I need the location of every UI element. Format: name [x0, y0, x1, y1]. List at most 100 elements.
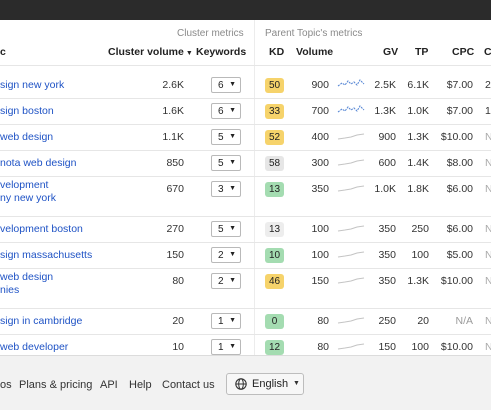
- keywords-count-select[interactable]: 3 ▼: [211, 181, 241, 197]
- keyword-link[interactable]: velopment boston: [0, 223, 83, 236]
- keyword-link[interactable]: nota web design: [0, 157, 76, 170]
- keyword-link[interactable]: web developer: [0, 341, 68, 354]
- volume-trend-sparkline: [337, 343, 365, 350]
- gv-value: 900: [378, 131, 396, 143]
- header-gv[interactable]: GV: [383, 46, 399, 58]
- language-label: English: [252, 378, 289, 390]
- gv-value: 350: [378, 249, 396, 261]
- tp-value: 1.3K: [407, 131, 429, 143]
- volume-trend-sparkline: [337, 79, 365, 87]
- chevron-down-icon: ▼: [229, 107, 236, 114]
- cpc-value: $6.00: [446, 183, 473, 195]
- cpc-value: $7.00: [446, 79, 473, 91]
- footer-link-help[interactable]: Help: [129, 379, 152, 391]
- header-keyword[interactable]: c: [0, 46, 6, 58]
- header-cut-off[interactable]: C: [484, 46, 491, 58]
- tp-value: 100: [411, 249, 429, 261]
- language-selector[interactable]: English ▼: [226, 373, 304, 395]
- keyword-link[interactable]: velopment ny new york: [0, 179, 56, 205]
- volume-trend-sparkline: [337, 225, 365, 232]
- header-cluster-volume[interactable]: Cluster volume ▼: [108, 46, 193, 58]
- table-row: velopment boston 270 5 ▼ 13 100 350 250 $6.00 N: [0, 216, 491, 243]
- keyword-line-1: web design: [0, 131, 54, 143]
- kd-badge: 58: [265, 156, 284, 171]
- cluster-volume-value: 20: [172, 315, 184, 327]
- cluster-volume-value: 2.6K: [162, 79, 184, 91]
- gv-value: 2.5K: [374, 79, 396, 91]
- keyword-link[interactable]: sign in cambridge: [0, 315, 82, 328]
- volume-trend-sparkline: [337, 185, 365, 192]
- top-dark-bar: [0, 0, 491, 20]
- cut-off-column-value: N: [485, 223, 491, 235]
- keyword-line-1: sign new york: [0, 79, 65, 91]
- row-divider: [0, 242, 491, 243]
- kd-badge: 52: [265, 130, 284, 145]
- header-volume[interactable]: Volume: [296, 46, 334, 58]
- keyword-link[interactable]: sign boston: [0, 105, 54, 118]
- keyword-link[interactable]: web design: [0, 131, 53, 144]
- keywords-count-select[interactable]: 1 ▼: [211, 313, 241, 329]
- volume-value: 350: [311, 183, 329, 195]
- tp-value: 20: [417, 315, 429, 327]
- keywords-count-select[interactable]: 5 ▼: [211, 155, 241, 171]
- volume-trend-sparkline: [337, 159, 365, 166]
- chevron-down-icon: ▼: [229, 159, 236, 166]
- gv-value: 350: [378, 223, 396, 235]
- keywords-count-select[interactable]: 5 ▼: [211, 221, 241, 237]
- tp-value: 1.3K: [407, 275, 429, 287]
- cpc-value: $10.00: [440, 131, 473, 143]
- footer-link-contact-us[interactable]: Contact us: [162, 379, 215, 391]
- keyword-link[interactable]: sign new york: [0, 79, 64, 92]
- tp-value: 6.1K: [407, 79, 429, 91]
- volume-value: 700: [311, 105, 329, 117]
- table-row: nota web design 850 5 ▼ 58 300 600 1.4K $8.00 N: [0, 150, 491, 177]
- kd-badge: 33: [265, 104, 284, 119]
- row-divider: [0, 216, 491, 217]
- keyword-clusters-table: Cluster metrics Parent Topic's metrics c…: [0, 20, 491, 355]
- gv-value: 1.3K: [374, 105, 396, 117]
- cluster-volume-value: 150: [166, 249, 184, 261]
- cut-off-column-value: 1: [485, 105, 491, 117]
- keywords-count-value: 2: [218, 250, 224, 261]
- keywords-count-value: 1: [218, 316, 224, 327]
- chevron-down-icon: ▼: [229, 343, 236, 350]
- keyword-link[interactable]: web design nies: [0, 271, 53, 297]
- table-row: velopment ny new york 670 3 ▼ 13 350 1.0K 1.8K $6…: [0, 176, 491, 217]
- volume-value: 100: [311, 223, 329, 235]
- tp-value: 1.0K: [407, 105, 429, 117]
- cut-off-column-value: N: [485, 275, 491, 287]
- row-divider: [0, 308, 491, 309]
- keyword-link[interactable]: sign massachusetts: [0, 249, 92, 262]
- keywords-count-select[interactable]: 6 ▼: [211, 103, 241, 119]
- globe-icon: [235, 378, 247, 390]
- keyword-line-1: velopment boston: [0, 223, 83, 235]
- cpc-value: $7.00: [446, 105, 473, 117]
- cpc-value: $10.00: [440, 275, 473, 287]
- row-divider: [0, 150, 491, 151]
- volume-value: 100: [311, 249, 329, 261]
- keyword-line-2: nies: [0, 284, 20, 296]
- page-footer: os Plans & pricing API Help Contact us E…: [0, 355, 491, 410]
- keyword-line-1: sign boston: [0, 105, 54, 117]
- cpc-value: $8.00: [446, 157, 473, 169]
- header-cpc[interactable]: CPC: [452, 46, 475, 58]
- header-tp[interactable]: TP: [415, 46, 429, 58]
- keywords-count-select[interactable]: 6 ▼: [211, 77, 241, 93]
- cluster-volume-value: 670: [166, 183, 184, 195]
- keywords-count-select[interactable]: 2 ▼: [211, 273, 241, 289]
- keywords-count-select[interactable]: 1 ▼: [211, 339, 241, 355]
- keywords-count-select[interactable]: 2 ▼: [211, 247, 241, 263]
- parent-topic-metrics-group-label: Parent Topic's metrics: [265, 28, 363, 39]
- volume-trend-sparkline: [337, 317, 365, 324]
- row-divider: [0, 124, 491, 125]
- keyword-line-1: nota web design: [0, 157, 77, 169]
- header-keywords[interactable]: Keywords: [196, 46, 247, 58]
- keywords-count-select[interactable]: 5 ▼: [211, 129, 241, 145]
- row-divider: [0, 334, 491, 335]
- footer-link-cut-off[interactable]: os: [0, 379, 12, 391]
- footer-link-api[interactable]: API: [100, 379, 118, 391]
- header-kd[interactable]: KD: [269, 46, 285, 58]
- table-row: web design 1.1K 5 ▼ 52 400 900 1.3K $10.00 N: [0, 124, 491, 151]
- footer-link-plans-pricing[interactable]: Plans & pricing: [19, 379, 93, 391]
- tp-value: 1.4K: [407, 157, 429, 169]
